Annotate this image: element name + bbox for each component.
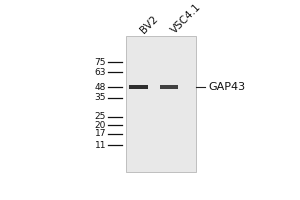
Text: 48: 48 [95,83,106,92]
Text: 20: 20 [95,121,106,130]
Text: 75: 75 [94,58,106,67]
Text: 63: 63 [94,68,106,77]
Text: VSC4.1: VSC4.1 [169,2,203,36]
Text: 35: 35 [94,93,106,102]
Text: BV2: BV2 [138,14,160,36]
Bar [160,85,178,89]
Bar [129,85,148,89]
Bar [126,36,196,172]
Text: 25: 25 [95,112,106,121]
Text: 11: 11 [94,141,106,150]
Text: 17: 17 [94,129,106,138]
Text: GAP43: GAP43 [208,82,245,92]
